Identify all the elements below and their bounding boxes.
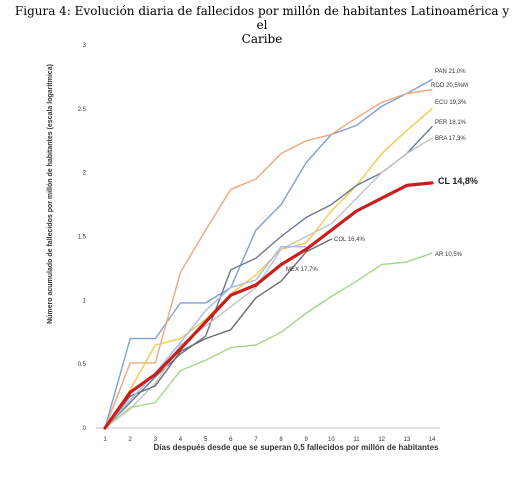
y-tick-label: 2	[83, 171, 87, 177]
series-label-cl: CL 14,8%	[438, 176, 478, 186]
series-label-ecu: ECU 19,3%	[435, 100, 467, 106]
series-layer	[103, 78, 434, 430]
x-tick-label: 7	[254, 437, 258, 443]
caption-line-2: Caribe	[241, 32, 283, 46]
series-line-ar	[104, 252, 433, 429]
x-tick-label: 5	[204, 437, 208, 443]
x-tick-label: 9	[305, 437, 309, 443]
y-tick-label: 1	[83, 298, 87, 304]
y-axis-title: Número acumulado de fallecidos por milló…	[47, 64, 54, 324]
y-tick-label: 3	[83, 43, 87, 49]
figure-caption: Figura 4: Evolución diaria de fallecidos…	[10, 4, 514, 46]
series-line-per	[104, 125, 433, 429]
y-tick-label: 1.5	[78, 235, 87, 241]
x-tick-label: 8	[279, 437, 283, 443]
x-tick-label: 10	[328, 437, 335, 443]
y-tick-label: 0	[83, 426, 87, 432]
series-label-ar: AR 10,5%	[435, 252, 463, 258]
series-line-col	[104, 238, 333, 429]
x-tick-label: 4	[179, 437, 183, 443]
axes: 00.511.522.531 2 3 4 5 6 7 8 9 10 11 12 13 14	[78, 43, 440, 443]
y-tick-label: 0.5	[78, 362, 87, 368]
y-tick-label: 2.5	[78, 107, 87, 113]
series-line-rdo	[104, 88, 433, 429]
x-tick-label: 6	[229, 437, 233, 443]
series-label-pan: PAN 21,0%	[435, 69, 466, 75]
x-tick-label: 11	[353, 437, 360, 443]
series-line-ecu	[104, 108, 433, 429]
series-label-bra: BRA 17,3%	[435, 136, 466, 142]
series-line-cl	[103, 181, 434, 430]
caption-line-1: Figura 4: Evolución diaria de fallecidos…	[14, 4, 510, 32]
series-labels: PAN 21,0% RDO 20,5%M ECU 19,3% PER 18,1% BRA…	[286, 69, 478, 273]
series-line-bra	[104, 137, 433, 429]
x-tick-label: 12	[378, 437, 385, 443]
y-axis-title-group: Número acumulado de fallecidos por milló…	[47, 64, 54, 324]
x-tick-label: 2	[128, 437, 132, 443]
series-label-rdo: RDO 20,5%M	[431, 83, 468, 89]
x-tick-label: 3	[154, 437, 158, 443]
series-label-per: PER 18,1%	[435, 120, 467, 126]
x-tick-label: 13	[404, 437, 411, 443]
series-line-pan	[104, 78, 433, 429]
series-label-mex: MEX 17,7%	[286, 267, 318, 273]
series-label-col: COL 16,4%	[334, 237, 365, 243]
x-axis-title: Días después desde que se superan 0,5 fa…	[154, 443, 440, 452]
x-tick-label: 1	[103, 437, 107, 443]
x-tick-label: 14	[429, 437, 436, 443]
series-line-mex	[104, 245, 307, 429]
